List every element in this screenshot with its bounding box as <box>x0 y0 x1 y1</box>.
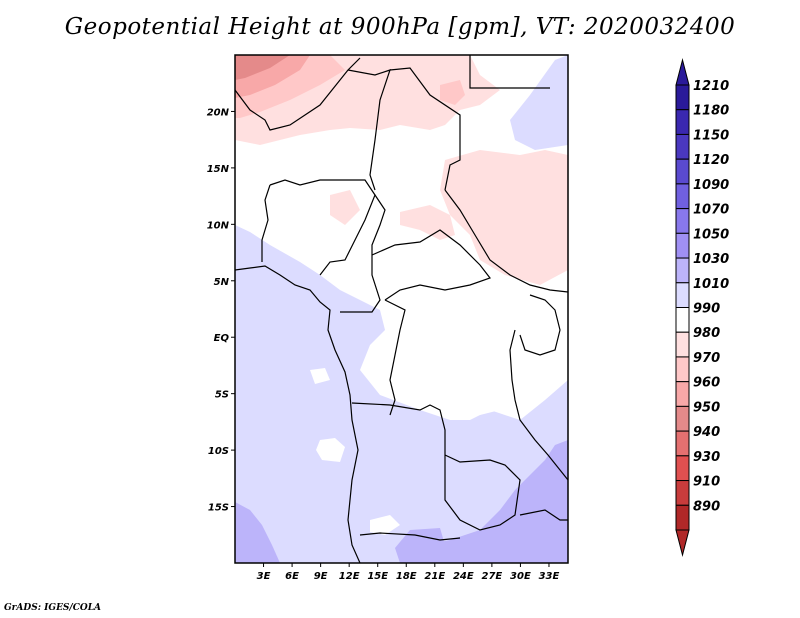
lon-tick-label: 6E <box>285 571 299 582</box>
colorbar-label: 930 <box>693 450 720 465</box>
field-region-1030-1050-south-central <box>395 528 445 563</box>
plot-title: Geopotential Height at 900hPa [gpm], VT:… <box>64 14 736 40</box>
field-region-950-960 <box>235 55 290 80</box>
field-hole-white-1 <box>316 438 345 462</box>
grads-credit: GrADS: IGES/COLA <box>4 603 102 613</box>
colorbar-label: 1120 <box>693 153 729 168</box>
lon-tick-label: 12E <box>339 571 360 582</box>
colorbar-label: 980 <box>693 326 720 341</box>
coastline-west-africa <box>235 265 361 563</box>
border-mozambique <box>519 509 568 521</box>
lon-tick-label: 3E <box>257 571 271 582</box>
lat-tick-label: 5S <box>215 390 229 401</box>
lon-tick-label: 9E <box>314 571 328 582</box>
field-hole-white-2 <box>370 515 400 535</box>
country-borders <box>235 55 568 563</box>
border-angola-drc <box>351 402 446 455</box>
colorbar-bin <box>675 208 690 234</box>
border-nigeria <box>269 179 376 276</box>
lat-tick-label: 10N <box>207 220 230 231</box>
border-cameroon <box>340 194 386 313</box>
colorbar-label: 1070 <box>693 203 729 218</box>
field-region-980-990-central <box>330 190 360 225</box>
colorbar-bin <box>675 84 690 111</box>
lat-tick-label: 15N <box>207 164 230 175</box>
field-region-970-980-niger <box>440 80 465 105</box>
colorbar-label: 1150 <box>693 128 729 143</box>
lat-tick-label: 15S <box>208 503 229 514</box>
lon-tick-label: 21E <box>424 571 445 582</box>
colorbar-bin <box>675 307 690 333</box>
colorbar-bin <box>675 133 690 160</box>
colorbar-label: 970 <box>693 351 720 366</box>
lon-tick-label: 18E <box>396 571 417 582</box>
lon-tick-label: 33E <box>539 571 560 582</box>
lat-tick-label: 5N <box>214 277 230 288</box>
longitude-axis: 3E 6E 9E 12E 15E 18E 21E 24E 27E 30E 33E <box>257 563 560 582</box>
colorbar-bin <box>675 232 690 259</box>
colorbar-bin <box>675 282 690 308</box>
colorbar-label: 990 <box>693 302 720 317</box>
colorbar-label: 1180 <box>693 104 729 119</box>
colorbar-bin <box>675 430 690 457</box>
lat-tick-label: 20N <box>207 107 230 118</box>
lat-tick-label: EQ <box>214 333 230 344</box>
colorbar-bin <box>675 257 690 284</box>
border-chad-libya <box>389 67 461 191</box>
colorbar-label: 1090 <box>693 178 729 193</box>
colorbar-bottom-arrow <box>675 529 690 557</box>
field-hole-white-4 <box>310 368 330 384</box>
colorbar-label: 1030 <box>693 252 729 267</box>
colorbar-label: 1210 <box>693 79 729 94</box>
colorbar-bin <box>675 109 690 135</box>
colorbar-label: 1010 <box>693 277 729 292</box>
colorbar-bin <box>675 356 690 383</box>
border-angola-namibia <box>359 532 461 541</box>
height-field <box>235 55 568 563</box>
border-lakes <box>509 329 568 481</box>
lon-tick-label: 27E <box>482 571 503 582</box>
border-niger-algeria <box>235 57 361 131</box>
field-region-1010-1030-south <box>235 225 568 563</box>
colorbar-bin <box>675 504 690 531</box>
border-benin <box>261 184 271 262</box>
lon-tick-label: 24E <box>453 571 474 582</box>
border-zambia <box>444 454 521 531</box>
border-niger-chad <box>347 69 391 191</box>
colorbar-top-arrow <box>675 58 690 86</box>
colorbar-bin <box>675 405 690 432</box>
colorbar-bin <box>675 381 690 407</box>
lon-tick-label: 30E <box>510 571 531 582</box>
field-region-1030-1050-southwest <box>235 502 280 563</box>
colorbar-label: 1050 <box>693 227 729 242</box>
colorbar-label: 950 <box>693 400 720 415</box>
colorbar-bin <box>675 455 690 482</box>
field-region-1030-1050-southeast <box>425 440 568 563</box>
border-car <box>371 229 491 301</box>
colorbar-bin <box>675 183 690 210</box>
lat-tick-label: 10S <box>208 446 229 457</box>
border-uganda <box>519 294 561 356</box>
colorbar-label: 890 <box>693 499 720 514</box>
colorbar-bin <box>675 158 690 185</box>
colorbar-label: 910 <box>693 475 720 490</box>
field-hole-white-3 <box>390 325 505 415</box>
field-region-1010-1030-northeast <box>510 55 568 150</box>
colorbar-label: 960 <box>693 376 720 391</box>
border-drc-west <box>384 299 406 416</box>
field-region-980-990-east <box>440 150 568 285</box>
latitude-axis: 20N 15N 10N 5N EQ 5S 10S 15S <box>207 107 235 514</box>
colorbar-bin <box>675 480 690 506</box>
border-sudan-south <box>444 189 568 293</box>
map-frame <box>234 54 569 564</box>
colorbar: 1210 1180 1150 1120 1090 1070 1050 1030 1010 990 9… <box>675 58 729 557</box>
colorbar-bin <box>675 331 690 358</box>
border-egypt-sudan <box>469 55 550 89</box>
lon-tick-label: 15E <box>367 571 388 582</box>
colorbar-label: 940 <box>693 425 720 440</box>
